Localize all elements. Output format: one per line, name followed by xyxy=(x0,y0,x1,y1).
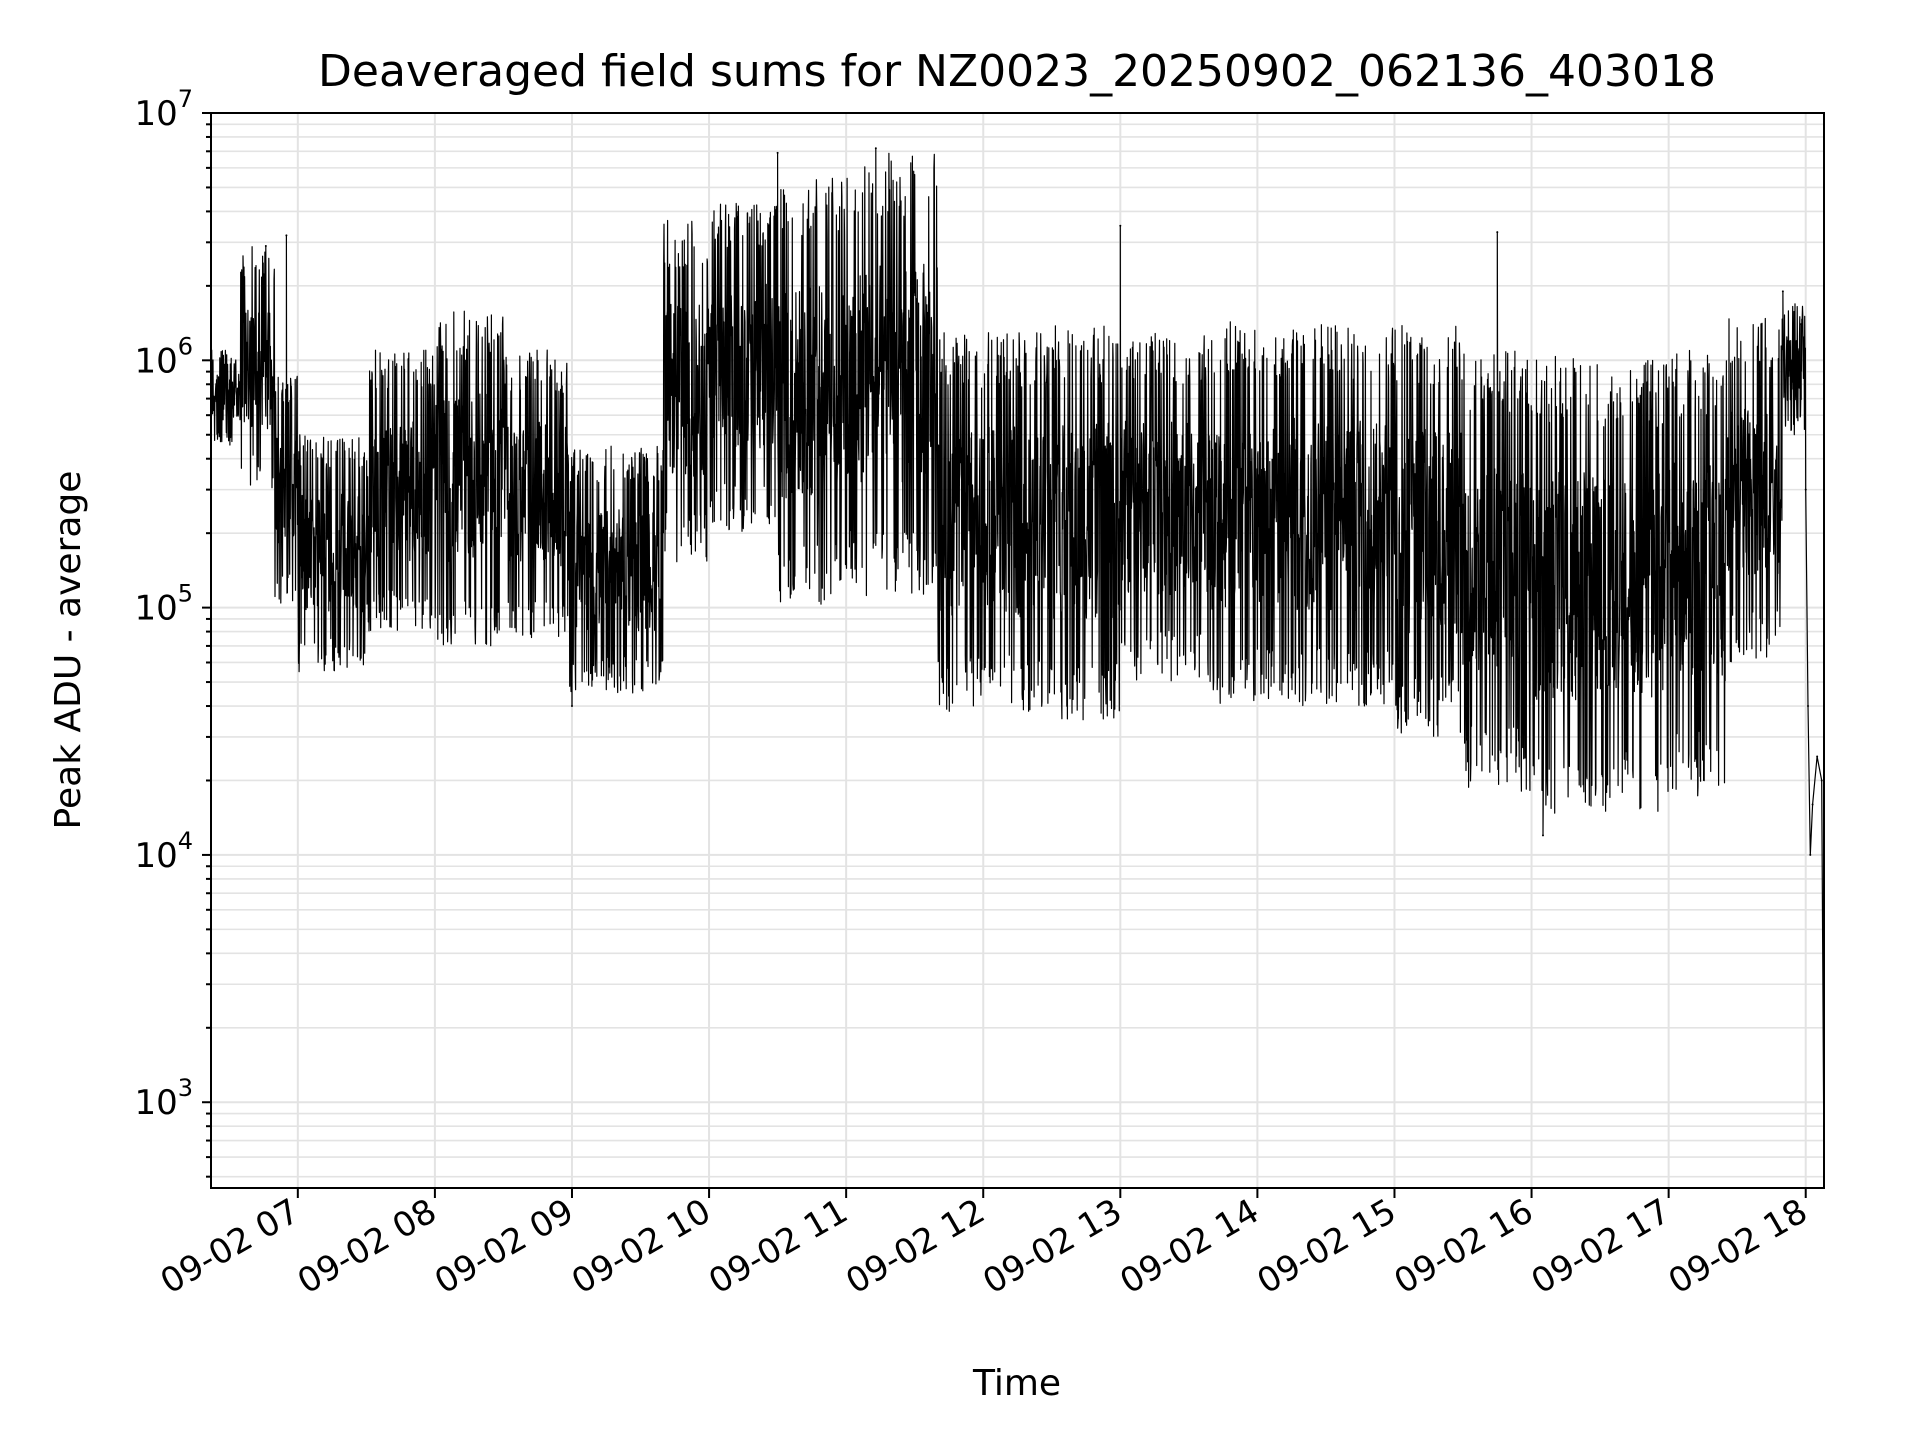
series-point xyxy=(1807,705,1810,708)
y-tick-label-base: 10 xyxy=(134,94,177,134)
series-point xyxy=(1804,488,1807,491)
series-line xyxy=(210,147,1825,1177)
y-tick-label: 106 xyxy=(134,332,193,381)
y-tick-label: 104 xyxy=(134,827,193,876)
series-point xyxy=(874,147,877,150)
series-point xyxy=(1781,290,1784,293)
series-point xyxy=(1811,803,1814,806)
series-point xyxy=(1816,755,1819,758)
series-point xyxy=(570,705,573,708)
chart-title: Deaveraged field sums for NZ0023_2025090… xyxy=(318,46,1716,97)
y-tick-label-base: 10 xyxy=(134,836,177,876)
series-point xyxy=(1800,323,1803,326)
y-tick-label: 107 xyxy=(134,85,193,134)
y-tick-label-base: 10 xyxy=(134,589,177,629)
series-point xyxy=(1496,231,1499,234)
y-tick-label: 103 xyxy=(134,1074,193,1123)
y-tick-label-exponent: 6 xyxy=(178,332,193,360)
series-point xyxy=(1541,834,1544,837)
y-tick-label-exponent: 7 xyxy=(178,85,193,113)
y-axis-label: Peak ADU - average xyxy=(48,471,89,830)
y-tick-label-base: 10 xyxy=(134,341,177,381)
series-point xyxy=(1809,853,1812,856)
y-tick-label-exponent: 5 xyxy=(178,580,193,608)
y-tick-label-exponent: 4 xyxy=(178,827,193,855)
series-point xyxy=(264,244,267,247)
series-point xyxy=(1820,779,1823,782)
y-tick-label-exponent: 3 xyxy=(178,1074,193,1102)
y-tick-label: 105 xyxy=(134,580,193,629)
series-point xyxy=(285,234,288,237)
x-axis-label: Time xyxy=(972,1363,1061,1404)
axes-frame xyxy=(210,112,1825,1189)
y-tick-label-base: 10 xyxy=(134,1083,177,1123)
series-point xyxy=(1119,224,1122,227)
series-point xyxy=(776,151,779,154)
